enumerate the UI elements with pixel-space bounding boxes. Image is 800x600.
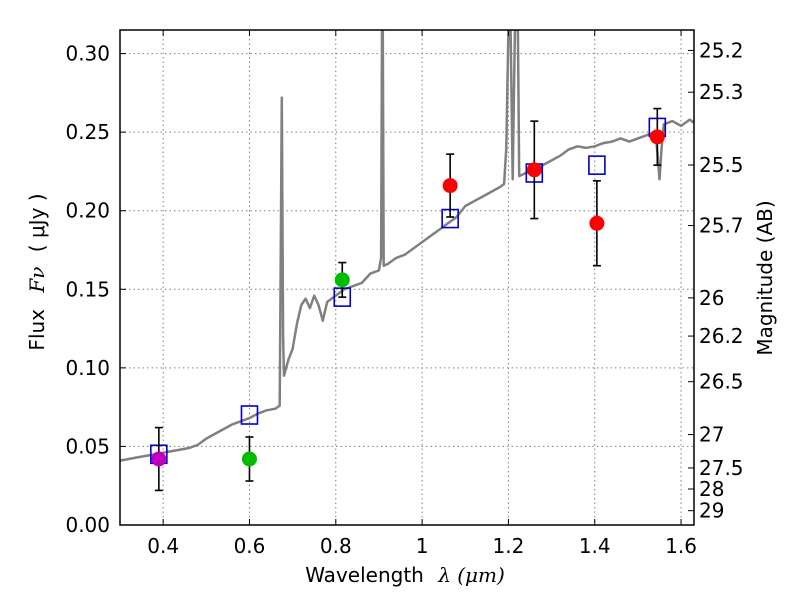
magnitude-tick-label: 28 bbox=[699, 477, 724, 501]
observed-flux-point bbox=[241, 451, 257, 467]
x-tick-label: 0.4 bbox=[147, 534, 179, 558]
magnitude-tick-label: 26.5 bbox=[699, 370, 744, 394]
y-tick-label: 0.00 bbox=[65, 513, 110, 537]
x-tick-label: 1 bbox=[416, 534, 429, 558]
model-flux-square bbox=[240, 405, 259, 425]
observed-flux-point bbox=[442, 178, 458, 194]
y-ticks: 0.00 0.05 0.10 0.15 0.20 0.25 0.30 bbox=[65, 42, 126, 537]
observed-flux-point bbox=[649, 129, 665, 145]
magnitude-tick-label: 26.2 bbox=[699, 324, 744, 348]
magnitude-tick-label: 25.7 bbox=[699, 214, 744, 238]
plot-area bbox=[120, 30, 694, 492]
y-tick-label: 0.20 bbox=[65, 199, 110, 223]
observed-flux-point bbox=[526, 162, 542, 178]
model-spectrum-line bbox=[120, 30, 694, 462]
y-axis-label: Flux Fν ( μJy ) bbox=[25, 193, 49, 350]
y-tick-label: 0.25 bbox=[65, 120, 110, 144]
magnitude-tick-label: 25.3 bbox=[699, 80, 744, 104]
x-axis-label: Wavelength λ (μm) bbox=[305, 563, 505, 587]
magnitude-tick-label: 26 bbox=[699, 286, 724, 310]
magnitude-tick-label: 27 bbox=[699, 423, 724, 447]
plot-frame bbox=[119, 29, 695, 526]
x-tick-label: 1.4 bbox=[579, 534, 611, 558]
x-tick-label: 0.6 bbox=[234, 534, 266, 558]
observed-flux-point bbox=[589, 215, 605, 231]
magnitude-tick-label: 25.2 bbox=[699, 38, 744, 62]
model-flux-square bbox=[588, 155, 606, 175]
x-ticks: 0.4 0.6 0.8 1 1.2 1.4 1.6 bbox=[147, 30, 697, 558]
magnitude-tick-label: 29 bbox=[699, 499, 724, 523]
magnitude-tick-label: 25.5 bbox=[699, 153, 744, 177]
y-tick-label: 0.10 bbox=[65, 356, 110, 380]
y-tick-label: 0.30 bbox=[65, 42, 110, 66]
x-tick-label: 1.2 bbox=[493, 534, 525, 558]
observed-flux-point bbox=[151, 451, 167, 467]
y-tick-label: 0.05 bbox=[65, 434, 110, 458]
y-tick-label: 0.15 bbox=[65, 277, 110, 301]
x-tick-label: 1.6 bbox=[665, 534, 697, 558]
grid-lines bbox=[120, 30, 694, 526]
magnitude-tick-label: 27.5 bbox=[699, 456, 744, 480]
magnitude-axis-label: Magnitude (AB) bbox=[753, 200, 777, 355]
x-tick-label: 0.8 bbox=[320, 534, 352, 558]
observed-flux-point bbox=[334, 272, 350, 288]
